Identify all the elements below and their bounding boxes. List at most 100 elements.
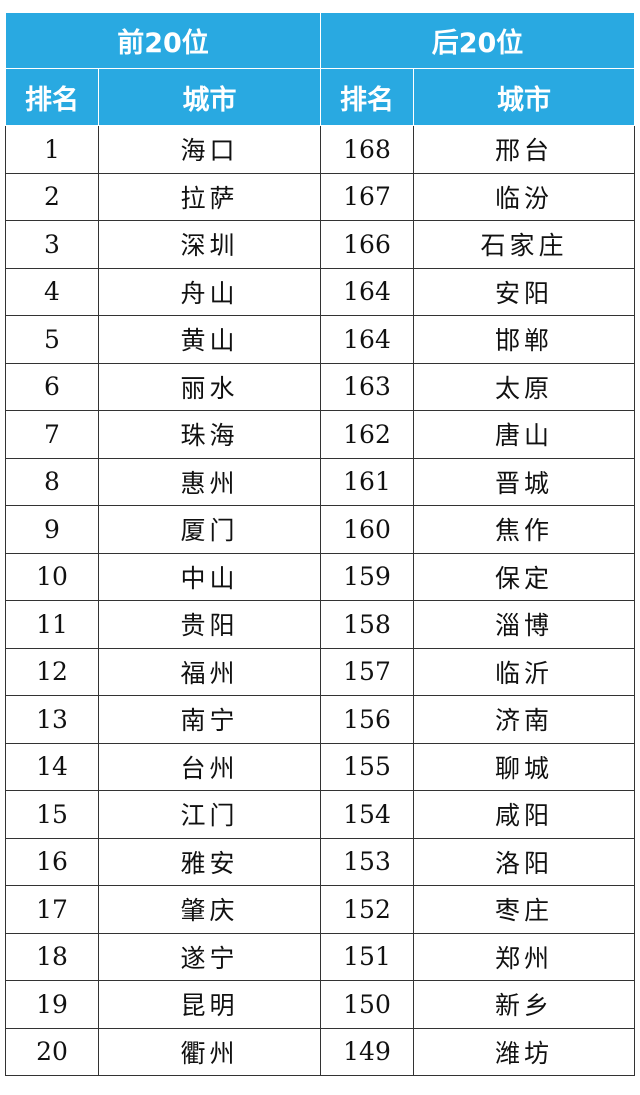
rank-cell: 155 [320,743,415,791]
city-cell: 太原 [413,363,636,411]
ranking-table: 前20位 后20位 排名 城市 排名 城市 1 海口 168 邢台 2 拉萨 167 临汾 3 深… [4,12,636,1076]
rank-cell: 164 [320,315,415,364]
rank-cell: 15 [5,790,99,839]
city-cell: 珠海 [97,410,322,459]
city-cell: 晋城 [413,458,636,506]
city-cell: 中山 [97,553,322,601]
table-row: 2 拉萨 167 临汾 [5,173,636,221]
city-cell: 唐山 [413,410,636,459]
table-row: 13 南宁 156 济南 [5,695,636,744]
rank-cell: 3 [5,220,99,269]
rank-cell: 163 [320,363,415,411]
rank-cell: 20 [5,1028,99,1076]
rank-cell: 158 [320,600,415,649]
rank-cell: 7 [5,410,99,459]
rank-cell: 168 [320,125,415,174]
rank-cell: 5 [5,315,99,364]
rank-cell: 150 [320,980,415,1029]
city-cell: 南宁 [97,695,322,744]
table-row: 3 深圳 166 石家庄 [5,220,636,269]
city-cell: 遂宁 [97,933,322,981]
city-cell: 临沂 [413,648,636,696]
table-row: 10 中山 159 保定 [5,553,636,601]
city-cell: 郑州 [413,933,636,981]
city-cell: 昆明 [97,980,322,1029]
table-row: 17 肇庆 152 枣庄 [5,885,636,934]
rank-cell: 2 [5,173,99,221]
city-cell: 拉萨 [97,173,322,221]
table-row: 15 江门 154 咸阳 [5,790,636,839]
rank-cell: 151 [320,933,415,981]
rank-cell: 167 [320,173,415,221]
rank-cell: 8 [5,458,99,506]
rank-cell: 9 [5,505,99,554]
rank-cell: 160 [320,505,415,554]
rank-cell: 13 [5,695,99,744]
rank-cell: 161 [320,458,415,506]
rank-cell: 164 [320,268,415,316]
table-row: 9 厦门 160 焦作 [5,505,636,554]
rank-cell: 6 [5,363,99,411]
table-row: 4 舟山 164 安阳 [5,268,636,316]
table-row: 20 衢州 149 潍坊 [5,1028,636,1076]
rank-cell: 159 [320,553,415,601]
city-cell: 枣庄 [413,885,636,934]
table-row: 6 丽水 163 太原 [5,363,636,411]
table-row: 8 惠州 161 晋城 [5,458,636,506]
rank-cell: 18 [5,933,99,981]
city-cell: 贵阳 [97,600,322,649]
city-cell: 石家庄 [413,220,636,269]
city-cell: 江门 [97,790,322,839]
table-row: 5 黄山 164 邯郸 [5,315,636,364]
city-cell: 深圳 [97,220,322,269]
table-body: 1 海口 168 邢台 2 拉萨 167 临汾 3 深圳 166 石家庄 4 舟山 164 安阳 5 黄山 164 邯… [5,125,636,1076]
rank-cell: 10 [5,553,99,601]
group-header: 前20位 [4,12,322,69]
rank-cell: 162 [320,410,415,459]
city-cell: 台州 [97,743,322,791]
rank-cell: 157 [320,648,415,696]
table-row: 12 福州 157 临沂 [5,648,636,696]
city-cell: 新乡 [413,980,636,1029]
rank-cell: 154 [320,790,415,839]
rank-cell: 4 [5,268,99,316]
column-header: 排名 [320,68,415,126]
city-cell: 咸阳 [413,790,636,839]
city-cell: 福州 [97,648,322,696]
city-cell: 惠州 [97,458,322,506]
city-cell: 厦门 [97,505,322,554]
city-cell: 济南 [413,695,636,744]
city-cell: 安阳 [413,268,636,316]
city-cell: 邯郸 [413,315,636,364]
table-head: 前20位 后20位 排名 城市 排名 城市 [4,12,636,126]
rank-cell: 11 [5,600,99,649]
table-row: 19 昆明 150 新乡 [5,980,636,1029]
rank-cell: 149 [320,1028,415,1076]
city-cell: 丽水 [97,363,322,411]
city-cell: 洛阳 [413,838,636,886]
rank-cell: 17 [5,885,99,934]
table-row: 11 贵阳 158 淄博 [5,600,636,649]
city-cell: 淄博 [413,600,636,649]
table-row: 16 雅安 153 洛阳 [5,838,636,886]
column-header-row: 排名 城市 排名 城市 [5,68,636,126]
rank-cell: 166 [320,220,415,269]
city-cell: 海口 [97,125,322,174]
table-row: 1 海口 168 邢台 [5,125,636,174]
rank-cell: 156 [320,695,415,744]
rank-cell: 1 [5,125,99,174]
city-cell: 焦作 [413,505,636,554]
column-header: 排名 [5,68,99,126]
city-cell: 邢台 [413,125,636,174]
city-cell: 潍坊 [413,1028,636,1076]
group-header-row: 前20位 后20位 [4,12,636,69]
table-row: 18 遂宁 151 郑州 [5,933,636,981]
city-cell: 雅安 [97,838,322,886]
rank-cell: 14 [5,743,99,791]
city-cell: 保定 [413,553,636,601]
rank-cell: 152 [320,885,415,934]
city-cell: 衢州 [97,1028,322,1076]
city-cell: 聊城 [413,743,636,791]
column-header: 城市 [97,68,322,126]
